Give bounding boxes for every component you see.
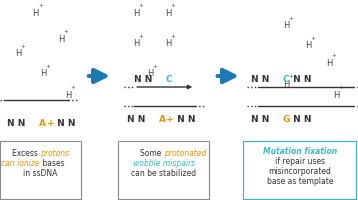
Text: Some: Some: [140, 148, 164, 158]
FancyBboxPatch shape: [0, 141, 81, 199]
Text: Mutation fixation: Mutation fixation: [263, 148, 337, 156]
Text: Excess: Excess: [12, 148, 40, 158]
Text: +: +: [45, 64, 50, 68]
Text: A: A: [39, 119, 46, 129]
Text: H: H: [326, 60, 333, 68]
FancyBboxPatch shape: [118, 141, 209, 199]
FancyBboxPatch shape: [243, 141, 356, 199]
Text: +: +: [70, 85, 75, 90]
Text: C: C: [282, 75, 289, 84]
Text: bases: bases: [40, 158, 65, 168]
Text: +: +: [138, 3, 143, 8]
Text: can be stabilized: can be stabilized: [131, 168, 197, 178]
Text: +: +: [310, 36, 315, 40]
Text: N N: N N: [7, 119, 29, 129]
Text: G: G: [282, 116, 290, 124]
Text: H: H: [33, 9, 39, 19]
Text: C: C: [166, 75, 173, 84]
Text: H: H: [333, 92, 340, 100]
Text: H: H: [133, 9, 139, 19]
Text: H: H: [15, 49, 21, 58]
Text: H: H: [65, 92, 71, 100]
Text: +: +: [20, 44, 25, 48]
Text: N N: N N: [251, 75, 272, 84]
Text: N N: N N: [251, 116, 272, 124]
Text: H: H: [40, 70, 46, 78]
Text: +: +: [289, 16, 294, 21]
Text: protonated: protonated: [164, 148, 206, 158]
Text: N N: N N: [134, 75, 156, 84]
Text: N N: N N: [127, 116, 149, 124]
Text: can ionize: can ionize: [1, 158, 40, 168]
Text: +: +: [332, 53, 337, 58]
Text: +: +: [289, 73, 294, 78]
Text: +: +: [170, 33, 175, 38]
Text: H: H: [165, 40, 171, 48]
Text: H: H: [283, 21, 290, 30]
Text: N N: N N: [290, 75, 311, 84]
Text: H: H: [165, 9, 171, 19]
Text: H: H: [147, 70, 154, 78]
Text: in ssDNA: in ssDNA: [23, 168, 57, 178]
Text: +: +: [47, 119, 54, 129]
Text: N N: N N: [290, 116, 311, 124]
Text: +: +: [153, 64, 158, 68]
Text: H: H: [58, 36, 64, 45]
Text: H: H: [133, 40, 139, 48]
Text: misincorporated: misincorporated: [268, 168, 332, 176]
Text: +: +: [138, 33, 143, 38]
Text: +: +: [170, 3, 175, 8]
Text: +: +: [38, 3, 43, 8]
Text: N N: N N: [54, 119, 76, 129]
Text: N N: N N: [174, 116, 196, 124]
Text: H: H: [305, 42, 311, 50]
Text: protons: protons: [40, 148, 69, 158]
Text: A: A: [159, 116, 166, 124]
Text: +: +: [166, 116, 174, 124]
Text: +: +: [63, 29, 68, 34]
Text: if repair uses: if repair uses: [275, 158, 325, 166]
Text: H: H: [283, 80, 290, 88]
Text: base as template: base as template: [267, 178, 333, 186]
Text: wobble mispairs: wobble mispairs: [133, 158, 195, 168]
Text: +: +: [339, 85, 344, 90]
